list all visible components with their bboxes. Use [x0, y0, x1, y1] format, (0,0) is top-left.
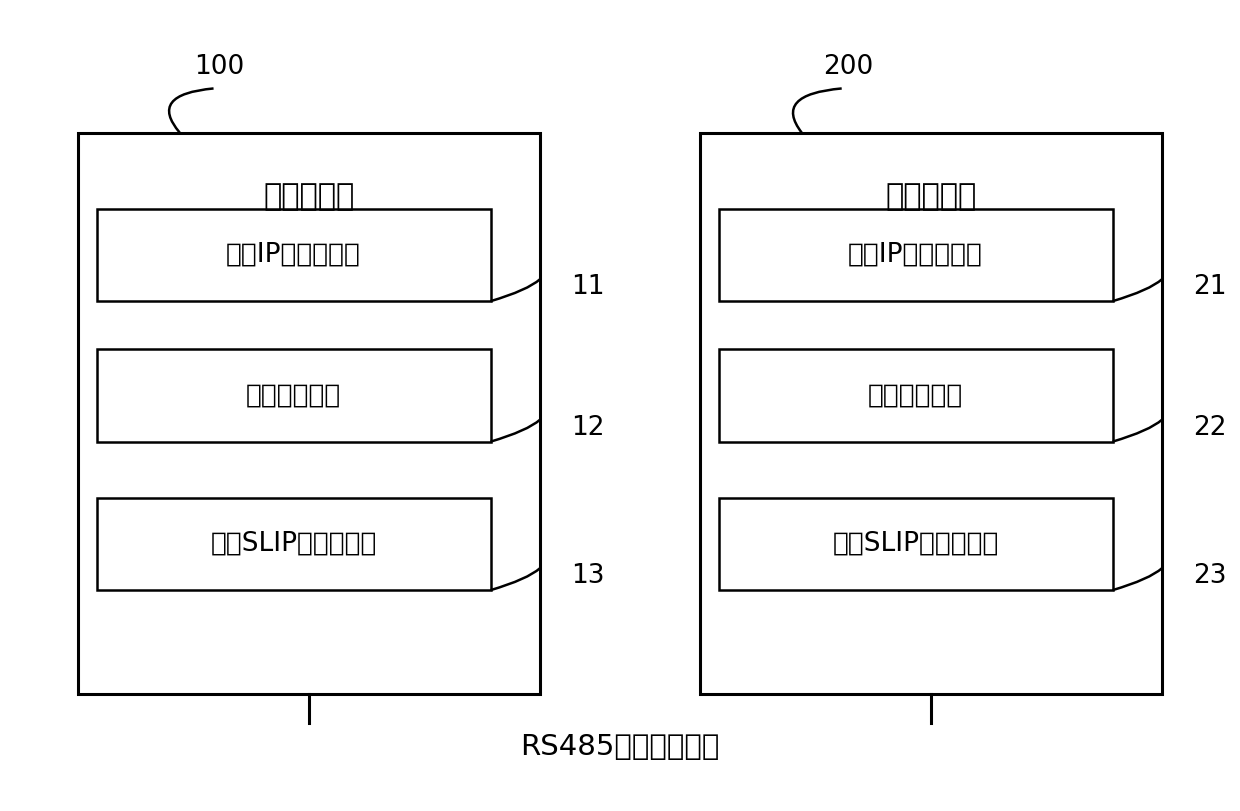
Bar — [701, 132, 1162, 694]
Text: 第一协议接口: 第一协议接口 — [246, 383, 341, 409]
Text: 21: 21 — [1193, 274, 1226, 300]
Text: 22: 22 — [1193, 414, 1226, 440]
Text: 第二IP协议处理层: 第二IP协议处理层 — [848, 242, 983, 268]
Text: 23: 23 — [1193, 564, 1226, 590]
Text: 接收端模块: 接收端模块 — [885, 182, 977, 212]
Bar — [97, 350, 491, 442]
Bar — [97, 209, 491, 301]
Bar — [718, 209, 1112, 301]
Text: 发送端模块: 发送端模块 — [263, 182, 355, 212]
Bar — [718, 350, 1112, 442]
Bar — [97, 498, 491, 590]
Text: 100: 100 — [195, 54, 244, 80]
Text: 第二协议接口: 第二协议接口 — [868, 383, 963, 409]
Text: 11: 11 — [570, 274, 604, 300]
Text: RS485差分串行总线: RS485差分串行总线 — [521, 732, 719, 761]
Text: 12: 12 — [570, 414, 604, 440]
Bar — [718, 498, 1112, 590]
Text: 200: 200 — [822, 54, 873, 80]
Text: 第一IP协议处理层: 第一IP协议处理层 — [226, 242, 361, 268]
Text: 第一SLIP协议处理层: 第一SLIP协议处理层 — [211, 531, 377, 557]
Text: 第二SLIP协议处理层: 第二SLIP协议处理层 — [832, 531, 998, 557]
Text: 13: 13 — [570, 564, 604, 590]
Bar — [78, 132, 539, 694]
